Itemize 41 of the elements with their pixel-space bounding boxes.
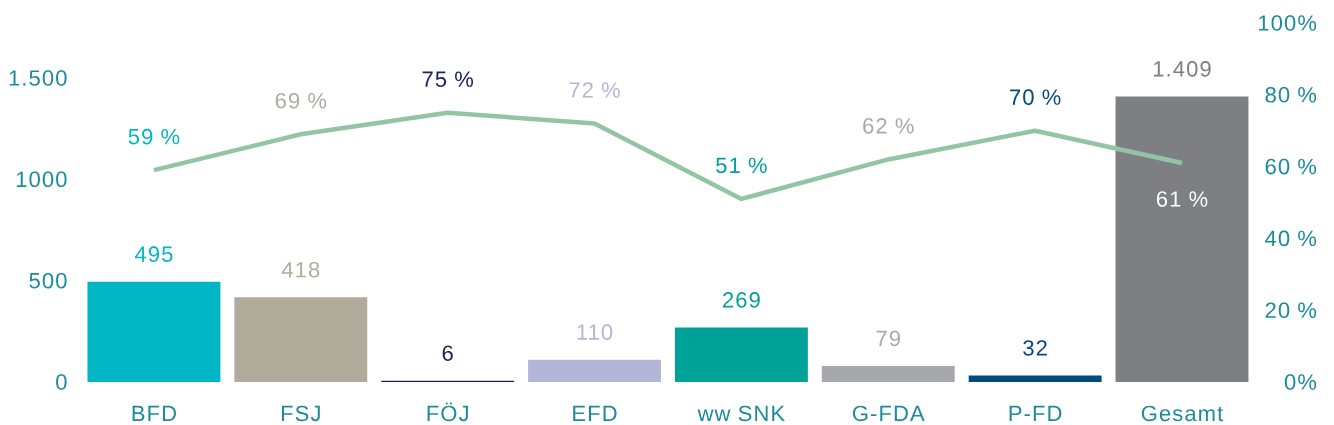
data-label: 110 xyxy=(577,324,613,340)
y2-tick-label: 80 % xyxy=(1265,87,1317,103)
y2-tick-label: 40 % xyxy=(1265,230,1317,247)
data-label: 59 % xyxy=(128,128,180,145)
y-tick-label: 500 xyxy=(29,272,67,289)
data-label: 1.409 xyxy=(1153,61,1211,77)
data-label: 495 xyxy=(134,246,173,262)
y2-tick-label: 60 % xyxy=(1265,158,1317,175)
data-label: 418 xyxy=(281,261,320,278)
data-label: 75 % xyxy=(422,71,474,87)
x-tick-label: FSJ xyxy=(281,405,320,422)
data-label: 62 % xyxy=(863,118,914,134)
x-tick-label: ww SNK xyxy=(697,405,785,422)
data-label: 79 xyxy=(876,330,900,347)
bar xyxy=(968,375,1102,382)
x-tick-label: BFD xyxy=(132,405,176,421)
bar xyxy=(234,297,368,382)
y2-tick-label: 100% xyxy=(1259,15,1317,31)
data-label: 69 % xyxy=(275,92,327,109)
x-tick-label: EFD xyxy=(573,405,617,421)
x-tick-label: P-FD xyxy=(1009,405,1062,421)
y2-tick-label: 0% xyxy=(1284,374,1317,390)
bar xyxy=(674,327,808,382)
data-label: 6 xyxy=(442,345,453,361)
data-label: 269 xyxy=(723,292,760,308)
x-tick-label: G-FDA xyxy=(852,405,925,422)
data-label: 72 % xyxy=(569,82,620,98)
y-tick-label: 0 xyxy=(56,374,67,390)
y-tick-label: 1000 xyxy=(16,171,67,188)
x-tick-label: Gesamt xyxy=(1141,405,1224,422)
bar xyxy=(528,359,661,382)
bar xyxy=(1115,96,1249,382)
y-tick-label: 1.500 xyxy=(9,70,67,86)
data-label: 61 % xyxy=(1156,191,1208,207)
data-label: 51 % xyxy=(716,157,767,174)
data-label: 32 xyxy=(1023,340,1047,356)
bar xyxy=(87,281,221,382)
x-tick-label: FÖJ xyxy=(427,402,468,422)
bar xyxy=(821,365,955,382)
y2-tick-label: 20 % xyxy=(1265,302,1317,318)
data-label: 70 % xyxy=(1010,89,1061,105)
